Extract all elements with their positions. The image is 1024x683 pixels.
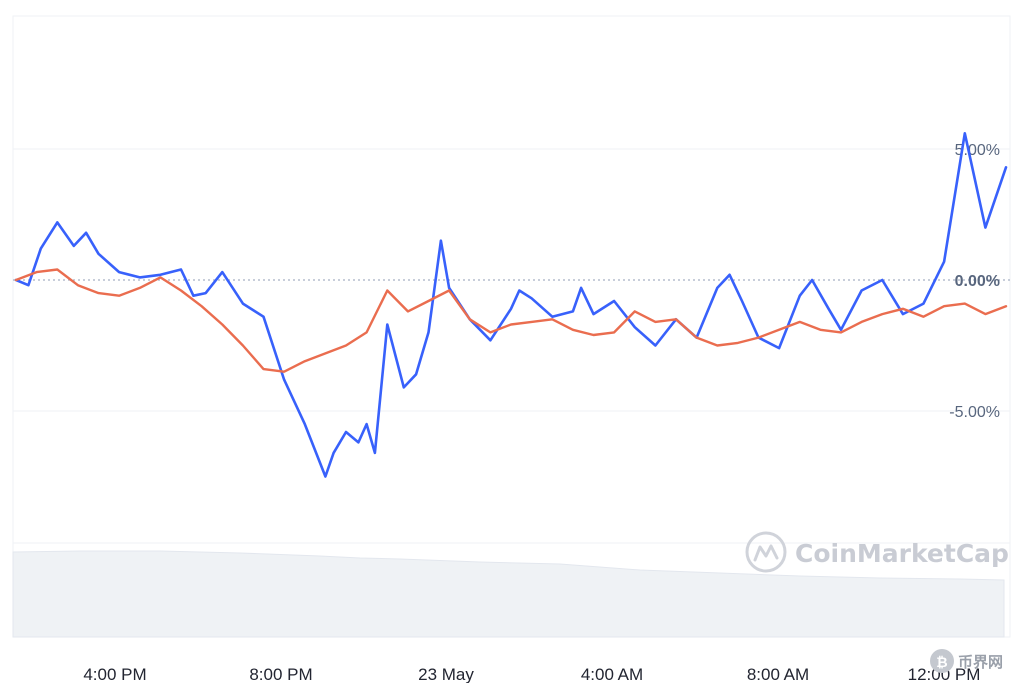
x-tick-label: 12:00 PM xyxy=(908,665,981,683)
x-tick-label: 8:00 AM xyxy=(747,665,809,683)
x-tick-label: 4:00 PM xyxy=(83,665,146,683)
coinmarketcap-logo-icon xyxy=(745,531,787,573)
x-tick-label: 8:00 PM xyxy=(249,665,312,683)
x-tick-label: 4:00 AM xyxy=(581,665,643,683)
x-tick-label: 23 May xyxy=(418,665,474,683)
y-tick-label: -5.00% xyxy=(949,404,1000,421)
svg-text:₿: ₿ xyxy=(936,655,947,671)
y-tick-label: 5.00% xyxy=(955,142,1000,159)
badge-logo-icon xyxy=(930,649,954,673)
watermark-text: CoinMarketCap xyxy=(795,539,1009,568)
badge-text: 币界网 xyxy=(958,653,1003,671)
series-line-blue xyxy=(14,132,1008,478)
y-tick-label-zero: 0.00% xyxy=(955,273,1000,290)
coinmarketcap-watermark: CoinMarketCap xyxy=(745,531,1009,573)
volume-area xyxy=(12,550,1005,638)
series-line-orange xyxy=(14,268,1008,373)
corner-badge: ₿ 币界网 xyxy=(930,649,1003,673)
